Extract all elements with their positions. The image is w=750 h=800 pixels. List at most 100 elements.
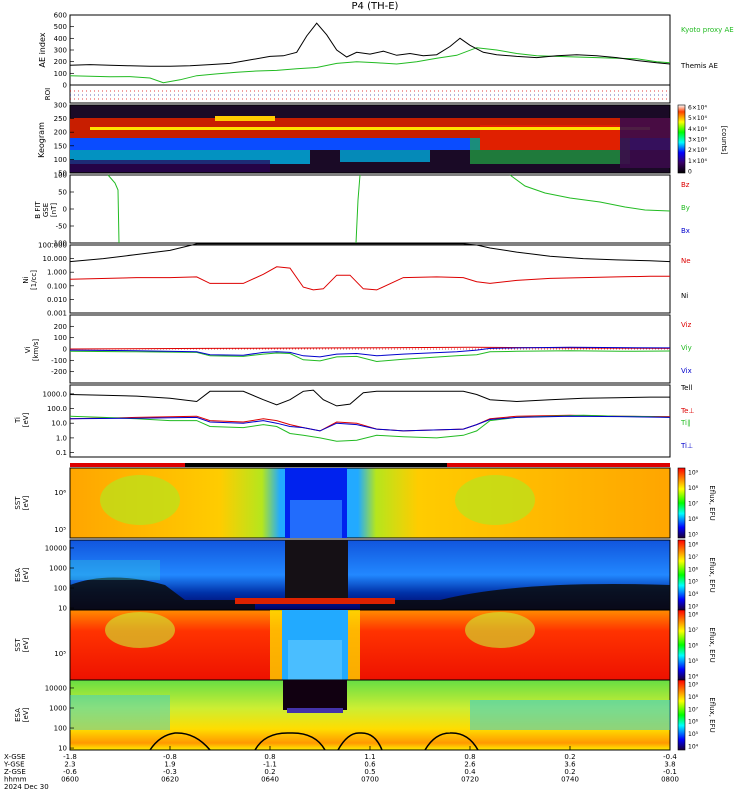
esa-ion-colorbar-tick: 10⁶ xyxy=(688,566,699,573)
time-axis-x-gse-value: -0.8 xyxy=(163,753,177,761)
temperature-tick-label: 1.0 xyxy=(56,434,67,442)
esa-elec-colorbar-tick: 10⁸ xyxy=(688,694,699,701)
sst-ion-colorbar-tick: 10⁵ xyxy=(688,532,699,539)
ae-tick-label: 600 xyxy=(54,12,67,20)
sst-elec-colorbar-tick: 10⁴ xyxy=(688,674,699,681)
time-axis-y-gse-value: -1.1 xyxy=(263,761,277,769)
b-legend-by: By xyxy=(681,204,690,212)
velocity-tick-label: 0 xyxy=(63,346,67,354)
velocity-line-2 xyxy=(69,346,671,358)
sst-ion-panel: SST [eV] 10⁶ 10⁵ 10⁹ 10⁸ 10⁷ 10⁶ 10⁵ Eflux, … xyxy=(14,467,716,539)
time-axis-hhmm-value: 0800 xyxy=(661,776,679,784)
time-axis-z-gse-value: -0.3 xyxy=(163,768,177,776)
ae-y-ticks: 600 500 400 300 200 100 0 xyxy=(54,12,74,90)
esa-ion-tick-label: 10 xyxy=(58,605,67,613)
ae-tick-label: 300 xyxy=(54,47,67,55)
keogram-tick-label: 100 xyxy=(54,156,67,164)
sst-ion-colorbar xyxy=(677,467,686,539)
sst-elec-ylabel-1: SST xyxy=(14,638,22,652)
keogram-colorbar-tick: 4×10⁴ xyxy=(688,126,707,133)
b-by-trace-end xyxy=(509,174,671,212)
time-axis-row-label: 2024 Dec 30 xyxy=(4,783,49,791)
esa-elec-colorbar xyxy=(677,679,686,751)
esa-elec-tick-label: 1000 xyxy=(49,705,67,713)
n-legend-ni: Ni xyxy=(681,292,688,300)
sst-ion-colorbar-tick: 10⁸ xyxy=(688,485,699,492)
density-panel: Ni [1/cc] 100.000 10.000 1.000 0.100 0.010 0.… xyxy=(22,242,691,318)
sst-elec-panel: SST [eV] 10⁵ 10⁸ 10⁷ 10⁶ 10⁵ 10⁴ Eflux, EFU xyxy=(14,609,716,681)
t-legend-tiperp: Ti⊥ xyxy=(680,442,693,450)
time-axis-z-gse-value: 0.2 xyxy=(564,768,575,776)
temperature-line-1 xyxy=(69,414,671,432)
time-axis-z-gse-value: 0.5 xyxy=(364,768,375,776)
sst-elec-ylabel-2: [eV] xyxy=(22,637,30,652)
sst-elec-colorbar-tick: 10⁶ xyxy=(688,643,699,650)
esa-elec-tick-label: 10000 xyxy=(45,684,67,692)
ae-line-0 xyxy=(69,47,671,84)
esa-ion-colorbar-tick: 10⁷ xyxy=(688,554,699,561)
density-line-0 xyxy=(69,266,670,291)
v-ylabel-1: Vi xyxy=(24,347,32,354)
esa-elec-colorbar-tick: 10⁵ xyxy=(688,731,699,738)
v-ylabel-2: [km/s] xyxy=(32,339,40,362)
esa-elec-spacecraft-potential xyxy=(149,732,479,751)
time-axis-y-gse-value: 3.8 xyxy=(664,761,675,769)
ae-series xyxy=(69,22,671,84)
b-legend-bx: Bx xyxy=(681,227,690,235)
keogram-colorbar-tick: 0 xyxy=(688,169,692,176)
keogram-tick-label: 250 xyxy=(54,115,67,123)
time-axis-x-gse-value: -1.8 xyxy=(63,753,77,761)
time-axis-x-gse-value: 0.8 xyxy=(464,753,475,761)
v-legend-vix: Vix xyxy=(681,367,692,375)
sst-elec-colorbar-tick: 10⁵ xyxy=(688,658,699,665)
density-tick-label: 100.000 xyxy=(38,242,67,250)
time-axis-x-gse-value: -0.4 xyxy=(663,753,677,761)
keogram-tick-label: 50 xyxy=(58,170,67,178)
sst-ion-colorbar-ticks: 10⁹ 10⁸ 10⁷ 10⁶ 10⁵ xyxy=(688,470,699,539)
n-ylabel-1: Ni xyxy=(22,276,30,283)
figure-title: P4 (TH-E) xyxy=(352,1,399,12)
esa-elec-ylabel-2: [eV] xyxy=(22,707,30,722)
velocity-tick-label: 200 xyxy=(54,323,67,331)
esa-ion-y-ticks: 10000 1000 100 10 xyxy=(45,544,74,613)
esa-ion-colorbar-tick: 10⁸ xyxy=(688,542,699,549)
temperature-y-ticks: 1000.0 100.0 10.0 1.0 0.1 xyxy=(43,390,74,457)
time-axis-hhmm-value: 0620 xyxy=(161,776,179,784)
n-ylabel-2: [1/cc] xyxy=(30,270,38,290)
b-by-trace-start xyxy=(107,174,120,244)
time-axis-x-gse-value: 0.8 xyxy=(264,753,275,761)
esa-elec-colorbar-ticks: 10⁹ 10⁸ 10⁷ 10⁶ 10⁵ 10⁴ xyxy=(688,682,699,751)
esa-elec-colorbar-tick: 10⁹ xyxy=(688,682,699,689)
esa-elec-tick-label: 10 xyxy=(58,745,67,753)
density-tick-label: 1.000 xyxy=(47,269,67,277)
t-legend-tell: Tell xyxy=(680,384,692,392)
sst-elec-colorbar-tick: 10⁸ xyxy=(688,612,699,619)
temperature-tick-label: 10.0 xyxy=(51,420,67,428)
density-tick-label: 0.010 xyxy=(47,296,67,304)
time-axis-z-gse-value: -0.1 xyxy=(663,768,677,776)
sst-ion-cb-label: Eflux, EFU xyxy=(708,485,716,520)
time-axis-row-label: Z-GSE xyxy=(4,768,26,776)
time-axis-z-gse-value: 0.4 xyxy=(464,768,476,776)
t-legend-tipar: Ti∥ xyxy=(680,419,691,427)
b-field-tick-label: 100 xyxy=(54,172,67,180)
n-legend-ne: Ne xyxy=(681,257,691,265)
ae-legend-themis: Themis AE xyxy=(680,62,718,70)
velocity-panel: Vi [km/s] 200 100 0 -100 -200 Viz Viy Vix xyxy=(24,314,692,384)
temperature-line-0 xyxy=(69,389,670,407)
esa-ion-colorbar-ticks: 10⁸ 10⁷ 10⁶ 10⁵ 10⁴ 10³ xyxy=(688,542,699,611)
sst-ion-ylabel-1: SST xyxy=(14,496,22,510)
time-axis-y-gse-value: 3.6 xyxy=(564,761,576,769)
esa-ion-ylabel-1: ESA xyxy=(14,568,22,582)
esa-elec-colorbar-tick: 10⁶ xyxy=(688,719,699,726)
density-line-1 xyxy=(69,243,671,263)
velocity-line-0 xyxy=(69,346,671,350)
roi-ylabel: ROI xyxy=(44,88,52,100)
time-axis-y-gse-value: 2.6 xyxy=(464,761,476,769)
sst-ion-colorbar-tick: 10⁷ xyxy=(688,501,699,508)
b-by-trace-mid xyxy=(355,174,361,244)
b-field-tick-label: -50 xyxy=(56,223,67,231)
ae-ylabel: AE index xyxy=(38,32,47,67)
